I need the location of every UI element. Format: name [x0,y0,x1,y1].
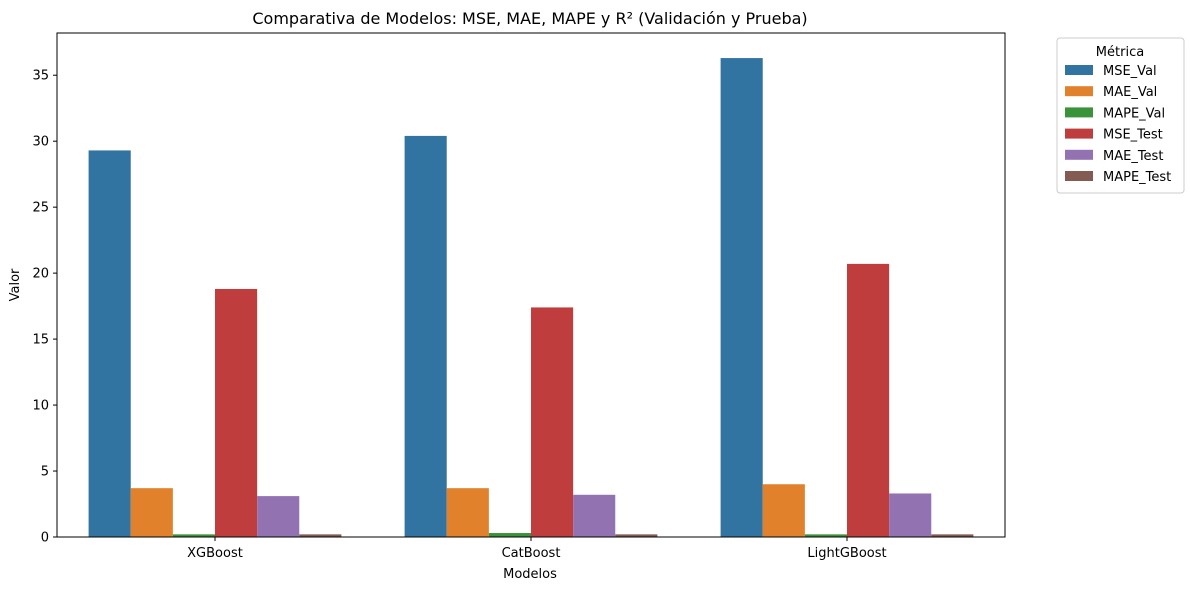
bar-mae-val-xgboost [130,488,173,537]
y-tick-label: 5 [41,465,49,480]
bar-mae-val-catboost [446,488,489,537]
x-axis-label: Modelos [503,567,557,582]
legend-label: MAE_Test [1103,149,1163,164]
bar-mse-val-catboost [404,135,447,537]
legend-items: MSE_Val MAE_Val MAPE_Val MSE_Test MAE_Test MA… [1065,64,1171,185]
bar-mae-val-lightgboost [762,484,805,537]
legend-swatch [1065,65,1093,75]
bar-mape-test-lightgboost [931,534,974,537]
bar-mae-test-xgboost [257,496,300,537]
bar-mape-val-catboost [488,533,531,537]
legend-swatch [1065,128,1093,139]
legend-label: MAPE_Test [1103,170,1171,185]
legend-label: MAPE_Val [1103,106,1165,121]
y-tick-label: 30 [32,135,49,150]
y-tick-label: 35 [32,69,49,84]
bars-group [88,58,974,538]
bar-mape-test-xgboost [299,534,342,537]
legend-swatch [1065,86,1093,97]
y-tick-label: 25 [32,201,49,216]
legend-label: MAE_Val [1103,85,1157,100]
y-tick-label: 15 [32,333,49,348]
x-tick-label: LightGBoost [807,546,886,561]
y-tick-label: 0 [41,531,49,546]
chart-title: Comparativa de Modelos: MSE, MAE, MAPE y… [252,9,807,28]
bar-mape-test-catboost [615,534,658,537]
x-tick-label: CatBoost [502,546,561,561]
bar-mse-test-xgboost [215,288,258,537]
bar-mae-test-lightgboost [889,493,932,537]
bar-mse-test-lightgboost [847,263,890,537]
legend-label: MSE_Val [1103,64,1157,79]
y-tick-label: 10 [32,399,49,414]
legend-swatch [1065,107,1093,118]
legend-label: MSE_Test [1103,128,1163,143]
legend-swatch [1065,149,1093,160]
bar-mse-val-xgboost [88,150,131,538]
x-axis: XGBoost CatBoost LightGBoost [187,537,887,561]
y-tick-label: 20 [32,267,49,282]
x-tick-label: XGBoost [187,546,243,561]
legend-swatch [1065,171,1093,181]
bar-mse-val-lightgboost [720,58,763,537]
bar-mape-val-lightgboost [804,534,847,537]
bar-mae-test-catboost [573,494,616,537]
legend: Métrica MSE_Val MAE_Val MAPE_Val MSE_Test MA… [1056,37,1185,194]
y-axis-label: Valor [8,268,23,301]
bar-mape-val-xgboost [172,534,215,537]
bar-mse-test-catboost [531,307,574,537]
y-axis: 0 5 10 15 20 25 30 35 [32,69,57,546]
legend-title: Métrica [1096,45,1144,60]
